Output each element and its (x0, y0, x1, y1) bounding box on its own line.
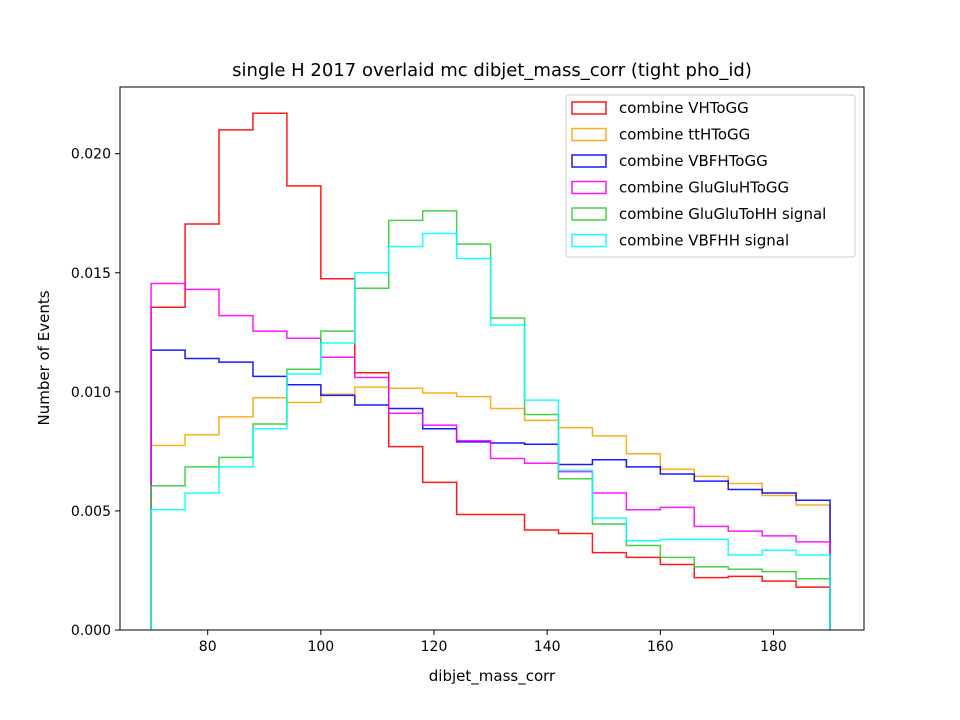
legend-swatch (571, 180, 607, 195)
x-axis-title: dibjet_mass_corr (429, 667, 556, 686)
legend-swatch (571, 233, 607, 248)
legend: combine VHToGG combine ttHToGG combine VBF… (565, 94, 856, 258)
y-axis-title: Number of Events (35, 290, 53, 425)
legend-label: combine VHToGG (619, 99, 749, 117)
x-tick-label: 180 (760, 639, 787, 655)
legend-label: combine VBFHToGG (619, 152, 768, 170)
series-line-0 (150, 112, 831, 630)
y-tick-label: 0.005 (71, 504, 111, 520)
x-tick-label: 120 (421, 639, 448, 655)
legend-label: combine ttHToGG (619, 126, 750, 144)
y-tick-label: 0.000 (71, 623, 111, 639)
x-tick-label: 140 (534, 639, 561, 655)
x-tick-label: 160 (647, 639, 674, 655)
x-tick-label: 80 (199, 639, 217, 655)
y-tick-label: 0.015 (71, 266, 111, 282)
series-line-3 (150, 282, 831, 630)
legend-swatch (571, 207, 607, 221)
y-axis: 0.000 0.005 0.010 0.015 0.020 (71, 147, 120, 639)
series-line-1 (150, 386, 831, 630)
series-line-5 (150, 232, 831, 630)
x-axis: 80 100 120 140 160 180 (199, 630, 787, 655)
y-tick-label: 0.020 (71, 147, 111, 163)
legend-label: combine GluGluHToGG (619, 179, 789, 197)
series-layer (150, 112, 831, 630)
legend-swatch (571, 127, 607, 142)
y-tick-label: 0.010 (71, 385, 111, 401)
legend-label: combine VBFHH signal (619, 232, 789, 250)
x-tick-label: 100 (307, 639, 334, 655)
chart-title: single H 2017 overlaid mc dibjet_mass_co… (232, 60, 752, 81)
legend-frame (565, 94, 856, 258)
legend-swatch (571, 154, 607, 168)
legend-swatch (571, 101, 607, 115)
legend-label: combine GluGluToHH signal (619, 205, 826, 223)
plot-frame (119, 86, 865, 631)
